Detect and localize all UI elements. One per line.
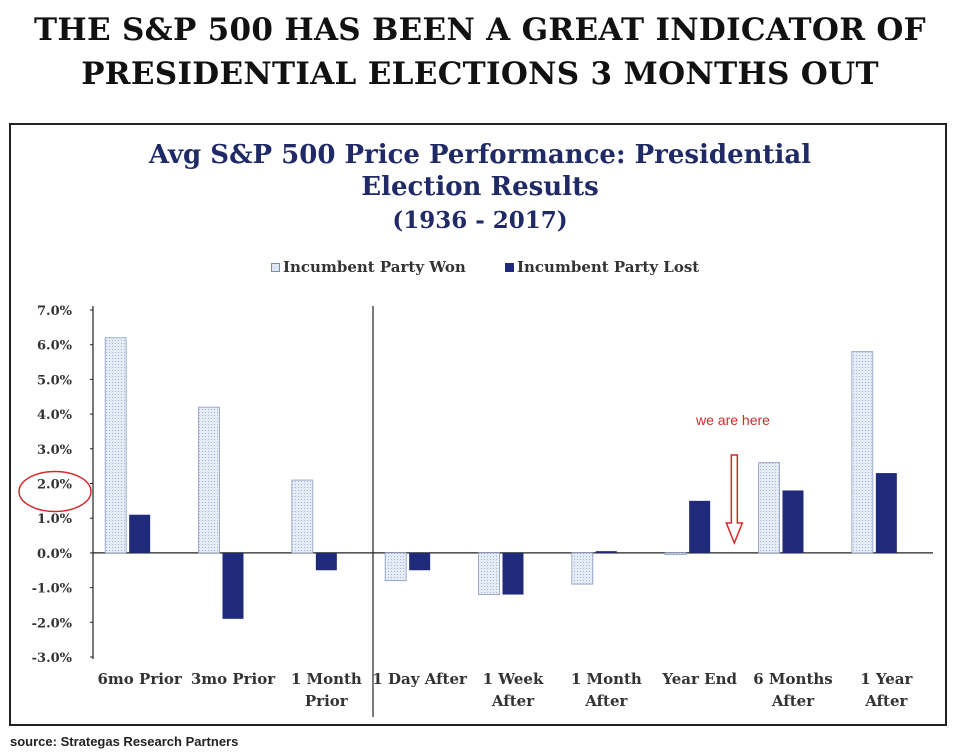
- chart-title-line-1: Avg S&P 500 Price Performance: President…: [148, 140, 812, 170]
- x-category-label: 3mo Prior: [191, 670, 276, 688]
- bar-won: [571, 552, 594, 585]
- bar-won: [384, 552, 407, 582]
- bar-lost: [129, 514, 151, 553]
- bar-won: [851, 351, 874, 554]
- headline-line-2: PRESIDENTIAL ELECTIONS 3 MONTHS OUT: [81, 56, 879, 92]
- bar-lost: [595, 551, 617, 553]
- bar-won: [478, 552, 500, 595]
- annotation-text: we are here: [696, 412, 770, 428]
- y-tick-label: 2.0%: [37, 478, 73, 493]
- x-category-label: Year End: [661, 670, 737, 688]
- chart-title-line-3: (1936 - 2017): [392, 207, 568, 234]
- x-category-label: 1 Month: [571, 670, 642, 688]
- x-category-label: 1 Week: [483, 670, 544, 688]
- legend-swatch-won: [271, 262, 280, 272]
- y-tick-label: -1.0%: [32, 582, 73, 597]
- headline-line-1: THE S&P 500 HAS BEEN A GREAT INDICATOR O…: [34, 12, 926, 48]
- bar-lost: [315, 552, 337, 571]
- x-category-label: After: [864, 692, 908, 710]
- y-tick-label: 1.0%: [37, 512, 73, 527]
- y-tick-label: 4.0%: [37, 408, 73, 423]
- y-tick-label: 0.0%: [37, 547, 73, 562]
- bar-lost: [409, 552, 431, 571]
- bar-won: [198, 406, 220, 554]
- y-tick-label: 3.0%: [37, 443, 73, 458]
- x-category-label: 1 Month: [291, 670, 362, 688]
- x-category-label: After: [771, 692, 815, 710]
- x-category-label: 6 Months: [753, 670, 832, 688]
- x-category-label: 6mo Prior: [98, 670, 183, 688]
- bar-won: [291, 479, 314, 554]
- bar-won: [664, 552, 687, 556]
- legend-item-lost: Incumbent Party Lost: [505, 258, 699, 276]
- y-tick-label: 6.0%: [37, 339, 73, 354]
- y-tick-label: -2.0%: [32, 616, 73, 631]
- x-category-label: After: [491, 692, 535, 710]
- bar-lost: [875, 473, 897, 553]
- bar-lost: [502, 552, 524, 595]
- chart-frame: [9, 123, 947, 726]
- legend-label-won: Incumbent Party Won: [283, 258, 466, 276]
- x-category-label: 1 Day After: [372, 670, 468, 688]
- x-category-label: Prior: [305, 692, 349, 710]
- bar-lost: [782, 490, 804, 553]
- bar-lost: [689, 500, 711, 553]
- chart-title-line-2: Election Results: [361, 172, 599, 202]
- y-tick-label: 7.0%: [37, 304, 73, 319]
- arrow-down-icon: [725, 454, 744, 546]
- x-category-label: After: [584, 692, 628, 710]
- legend-label-lost: Incumbent Party Lost: [517, 258, 700, 276]
- bar-won: [104, 337, 127, 554]
- y-tick-label: -3.0%: [32, 651, 73, 666]
- y-tick-label: 5.0%: [37, 373, 73, 388]
- source-note: source: Strategas Research Partners: [10, 734, 239, 749]
- highlight-ellipse: [18, 470, 92, 513]
- legend-swatch-lost: [505, 262, 514, 272]
- x-category-label: 1 Year: [860, 670, 913, 688]
- legend-item-won: Incumbent Party Won: [271, 258, 466, 276]
- bar-lost: [222, 552, 244, 619]
- bar-won: [758, 462, 780, 554]
